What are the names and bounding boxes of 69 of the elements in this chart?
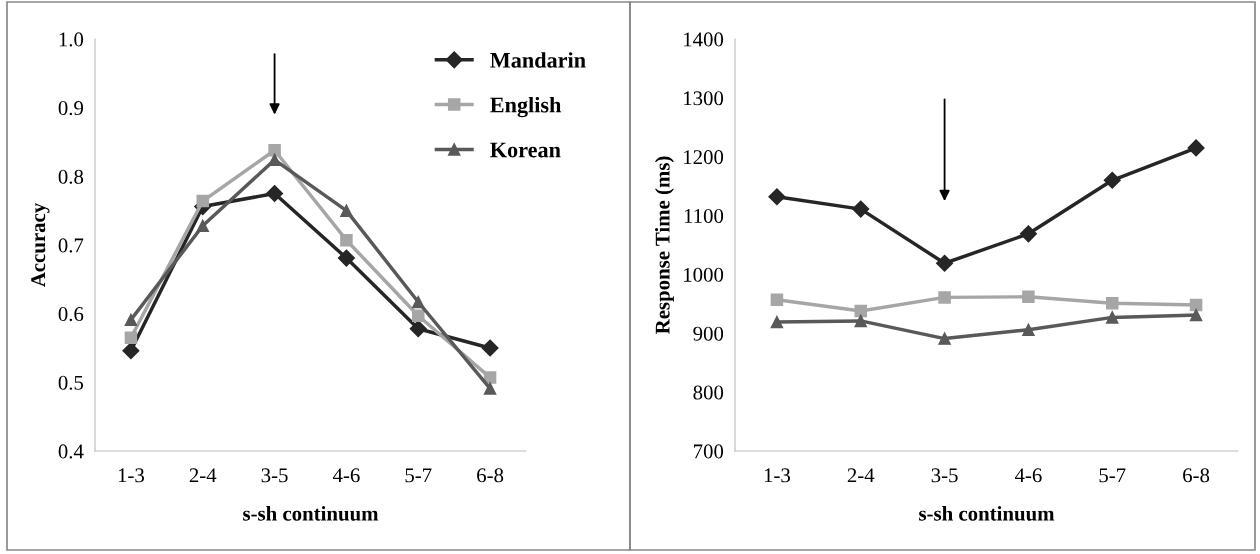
point bbox=[1105, 311, 1119, 324]
point bbox=[938, 332, 951, 345]
x-tick-label: 4-6 bbox=[1014, 468, 1042, 483]
x-tick-label: 2-4 bbox=[189, 468, 217, 483]
point bbox=[124, 331, 138, 344]
x-tick-label: 3-5 bbox=[261, 468, 288, 483]
point bbox=[483, 382, 497, 395]
point bbox=[1189, 298, 1203, 312]
x-tick-label: 1-3 bbox=[118, 468, 144, 483]
point bbox=[854, 314, 868, 328]
y-tick-label: 900 bbox=[693, 326, 724, 341]
point bbox=[266, 184, 284, 203]
point bbox=[124, 313, 138, 327]
point bbox=[936, 254, 954, 272]
x-tick-label: 5-7 bbox=[1099, 468, 1126, 483]
x-tick-label: 6-8 bbox=[477, 468, 504, 483]
point bbox=[196, 219, 210, 233]
y-tick-label: 1000 bbox=[684, 267, 724, 282]
point bbox=[411, 309, 425, 322]
point bbox=[1187, 139, 1205, 157]
point bbox=[770, 293, 784, 306]
y-tick-label: 1100 bbox=[684, 208, 724, 223]
point bbox=[1103, 171, 1121, 189]
x-tick-label: 5-7 bbox=[405, 468, 432, 483]
point bbox=[1105, 297, 1119, 310]
point bbox=[340, 233, 353, 247]
x-tick-label: 1-3 bbox=[764, 468, 790, 483]
point bbox=[768, 188, 786, 206]
y-tick-label: 0.9 bbox=[58, 101, 84, 116]
y-tick-label: 0.5 bbox=[58, 375, 84, 390]
legend-label: English bbox=[490, 96, 562, 118]
point bbox=[1022, 323, 1035, 337]
x-tick-label: 4-6 bbox=[332, 468, 360, 483]
x-tick-label: 2-4 bbox=[847, 468, 875, 483]
point bbox=[770, 315, 784, 329]
y-axis-title: Response Time (ms) bbox=[655, 156, 674, 334]
y-tick-label: 1400 bbox=[684, 32, 724, 47]
y-tick-label: 800 bbox=[693, 385, 724, 400]
point bbox=[852, 200, 870, 218]
point bbox=[337, 249, 355, 267]
legend-label: Korean bbox=[490, 142, 561, 158]
point bbox=[196, 194, 210, 208]
point bbox=[483, 371, 497, 384]
point bbox=[268, 143, 281, 157]
point bbox=[1022, 290, 1035, 304]
y-tick-label: 0.8 bbox=[58, 169, 84, 184]
y-tick-label: 1.0 bbox=[59, 32, 84, 47]
point bbox=[268, 153, 281, 167]
y-axis-title: Accuracy bbox=[31, 202, 50, 288]
y-tick-label: 1300 bbox=[684, 91, 724, 106]
point bbox=[1189, 308, 1203, 322]
y-tick-label: 0.4 bbox=[58, 444, 84, 459]
x-axis-title: s-sh continuum bbox=[243, 506, 379, 521]
point bbox=[122, 342, 140, 360]
point bbox=[340, 204, 353, 217]
point bbox=[481, 339, 499, 357]
legend-label: Mandarin bbox=[490, 52, 586, 68]
point bbox=[938, 291, 951, 304]
x-tick-label: 6-8 bbox=[1183, 468, 1210, 483]
x-axis-title: s-sh continuum bbox=[919, 506, 1055, 521]
point bbox=[409, 320, 427, 338]
x-tick-label: 3-5 bbox=[931, 468, 958, 483]
point bbox=[1019, 225, 1037, 243]
y-tick-label: 1200 bbox=[684, 150, 724, 165]
y-tick-label: 0.7 bbox=[58, 238, 84, 253]
y-tick-label: 0.6 bbox=[58, 307, 84, 322]
point bbox=[854, 304, 868, 318]
y-tick-label: 700 bbox=[694, 444, 724, 459]
point bbox=[411, 295, 425, 309]
